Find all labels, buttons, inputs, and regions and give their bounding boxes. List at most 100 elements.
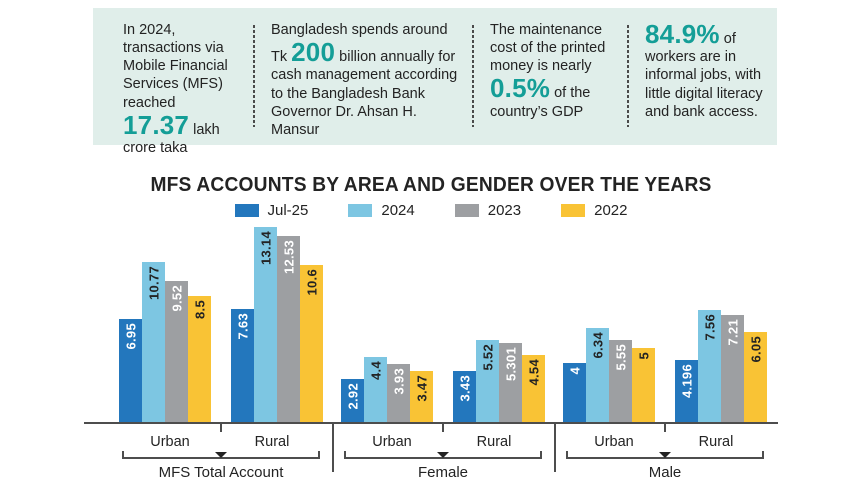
bar-value-label: 4.4 [368, 361, 383, 380]
axis-category-row: Urban Rural [341, 434, 545, 450]
chart-group: 6.95 10.77 9.52 8.5 7.63 13.14 12.53 10.6 Urban R… [119, 227, 323, 481]
axis-label-urban: Urban [594, 434, 634, 450]
bar-2024: 5.52 [476, 340, 499, 422]
stat-text: Bangladesh spends around Tk [271, 22, 448, 66]
bar-value-label: 7.21 [725, 319, 740, 346]
axis-group: Urban Rural Male [563, 422, 767, 481]
bar-2023: 5.301 [499, 343, 522, 422]
bar-2023: 3.93 [387, 364, 410, 422]
legend-swatch [561, 204, 586, 217]
chart-plot: 6.95 10.77 9.52 8.5 7.63 13.14 12.53 10.6 Urban R… [84, 227, 778, 481]
legend-label: 2022 [594, 202, 628, 219]
stat-highlight-number: 0.5% [490, 73, 551, 104]
bar-value-label: 5.52 [480, 344, 495, 371]
bar-value-label: 4.54 [526, 359, 541, 386]
bar-2022: 8.5 [188, 296, 211, 422]
bar-2022: 5 [632, 348, 655, 422]
legend-swatch [234, 204, 259, 217]
stat-box: In 2024, transactions via Mobile Financi… [93, 21, 253, 157]
bar-2024: 4.4 [364, 357, 387, 422]
bracket-arrow-icon [215, 452, 227, 458]
bar-2022: 4.54 [522, 355, 545, 422]
bar-2023: 7.21 [721, 315, 744, 422]
bar-value-label: 3.43 [457, 375, 472, 402]
group-divider [323, 227, 341, 472]
bar-2022: 10.6 [300, 265, 323, 422]
chart-legend: Jul-25 2024 2023 2022 [84, 202, 778, 219]
group-bracket [122, 451, 320, 459]
bar-Jul-25: 3.43 [453, 371, 476, 422]
bar-Jul-25: 4 [563, 363, 586, 422]
bar-value-label: 4.196 [679, 364, 694, 399]
bar-subgroup-rural: 4.196 7.56 7.21 6.05 [675, 310, 767, 422]
dashed-divider [472, 25, 474, 127]
bar-2022: 3.47 [410, 371, 433, 422]
bar-2024: 6.34 [586, 328, 609, 422]
bar-2023: 5.55 [609, 340, 632, 422]
group-label: MFS Total Account [158, 464, 284, 481]
legend-item-2022: 2022 [561, 202, 627, 219]
bar-Jul-25: 6.95 [119, 319, 142, 422]
bar-value-label: 13.14 [258, 231, 273, 266]
bar-Jul-25: 2.92 [341, 379, 364, 422]
bar-value-label: 6.05 [748, 336, 763, 363]
legend-item-2023: 2023 [454, 202, 521, 219]
stat-text: of the country’s GDP [490, 85, 591, 120]
bar-value-label: 8.5 [192, 300, 207, 319]
axis-tick [442, 424, 444, 432]
axis-label-urban: Urban [372, 434, 412, 450]
axis-tick [664, 424, 666, 432]
bar-subgroup-urban: 4 6.34 5.55 5 [563, 328, 655, 422]
bar-value-label: 7.56 [702, 314, 717, 341]
stat-text: The maintenance cost of the printed mone… [490, 22, 606, 75]
stat-box: 84.9% of workers are in informal jobs, w… [629, 19, 777, 121]
legend-label: Jul-25 [267, 202, 309, 219]
bar-2022: 6.05 [744, 332, 767, 422]
bar-2024: 13.14 [254, 227, 277, 422]
bar-value-label: 10.77 [146, 266, 161, 301]
stat-text: billion annually for cash management acc… [271, 49, 458, 138]
bar-value-label: 5 [636, 352, 651, 360]
bar-value-label: 5.301 [503, 347, 518, 382]
stat-text: of workers are in informal jobs, with li… [645, 31, 763, 120]
legend-label: 2024 [381, 202, 415, 219]
legend-item-2024: 2024 [348, 202, 415, 219]
group-label: Male [648, 464, 682, 481]
bar-value-label: 2.92 [345, 383, 360, 410]
axis-label-rural: Rural [698, 434, 734, 450]
group-divider [545, 227, 563, 472]
bar-value-label: 3.93 [391, 368, 406, 395]
stat-box: Bangladesh spends around Tk 200 billion … [255, 21, 472, 139]
axis-group: Urban Rural MFS Total Account [119, 422, 323, 481]
bar-value-label: 6.95 [123, 323, 138, 350]
stat-text: In 2024, transactions via Mobile Financi… [123, 22, 228, 111]
stat-box: The maintenance cost of the printed mone… [474, 21, 627, 121]
bar-2024: 7.56 [698, 310, 721, 422]
axis-label-rural: Rural [254, 434, 290, 450]
bar-value-label: 5.55 [613, 344, 628, 371]
bar-value-label: 12.53 [281, 240, 296, 275]
chart-group: 2.92 4.4 3.93 3.47 3.43 5.52 5.301 4.54 Urban Rur… [341, 340, 545, 481]
axis-group: Urban Rural Female [341, 422, 545, 481]
bar-Jul-25: 4.196 [675, 360, 698, 422]
bracket-arrow-icon [659, 452, 671, 458]
dashed-divider [253, 25, 255, 127]
stat-highlight-number: 84.9% [645, 19, 720, 49]
stat-highlight-number: 17.37 [123, 109, 190, 140]
axis-tick [220, 424, 222, 432]
group-bracket [566, 451, 764, 459]
group-bracket [344, 451, 542, 459]
axis-label-rural: Rural [476, 434, 512, 450]
bar-2023: 9.52 [165, 281, 188, 422]
bar-Jul-25: 7.63 [231, 309, 254, 422]
bar-subgroup-urban: 6.95 10.77 9.52 8.5 [119, 262, 211, 422]
bar-value-label: 9.52 [169, 285, 184, 312]
axis-category-row: Urban Rural [119, 434, 323, 450]
chart-section: MFS ACCOUNTS BY AREA AND GENDER OVER THE… [84, 174, 778, 481]
bar-value-label: 7.63 [235, 313, 250, 340]
chart-title: MFS ACCOUNTS BY AREA AND GENDER OVER THE… [150, 174, 712, 196]
group-label: Female [417, 464, 469, 481]
bar-value-label: 3.47 [414, 375, 429, 402]
axis-label-urban: Urban [150, 434, 190, 450]
